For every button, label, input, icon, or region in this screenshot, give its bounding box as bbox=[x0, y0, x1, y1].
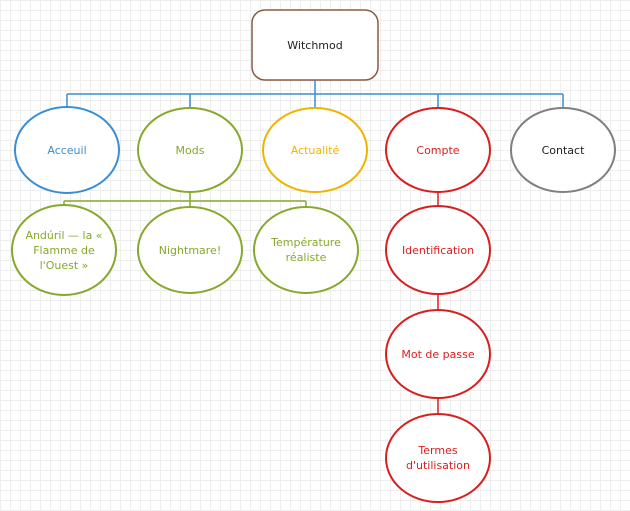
anduril-node bbox=[11, 204, 117, 296]
temperature-label: Température réaliste bbox=[271, 236, 341, 264]
termes-label: Termes d'utilisation bbox=[405, 444, 470, 472]
contact-label: Contact bbox=[541, 143, 585, 157]
identification-label: Identification bbox=[401, 243, 475, 257]
mods-node bbox=[137, 107, 243, 193]
compte-node bbox=[385, 107, 491, 193]
identification-node bbox=[385, 205, 491, 295]
root-label: Witchmod bbox=[287, 38, 343, 52]
termes-node bbox=[385, 413, 491, 503]
mot-de-passe-node bbox=[385, 309, 491, 399]
compte-label: Compte bbox=[416, 143, 460, 157]
temperature-node bbox=[253, 206, 359, 294]
root-node bbox=[251, 9, 379, 81]
acceuil-node bbox=[14, 106, 120, 194]
actualite-node bbox=[262, 107, 368, 193]
actualite-label: Actualité bbox=[290, 143, 340, 157]
mods-label: Mods bbox=[175, 143, 205, 157]
contact-node bbox=[510, 107, 616, 193]
anduril-label: Andúril — la « Flamme de l'Ouest » bbox=[25, 228, 103, 272]
mot-de-passe-label: Mot de passe bbox=[401, 347, 475, 361]
nightmare-label: Nightmare! bbox=[158, 243, 222, 257]
nightmare-node bbox=[137, 206, 243, 294]
acceuil-label: Acceuil bbox=[47, 143, 87, 157]
